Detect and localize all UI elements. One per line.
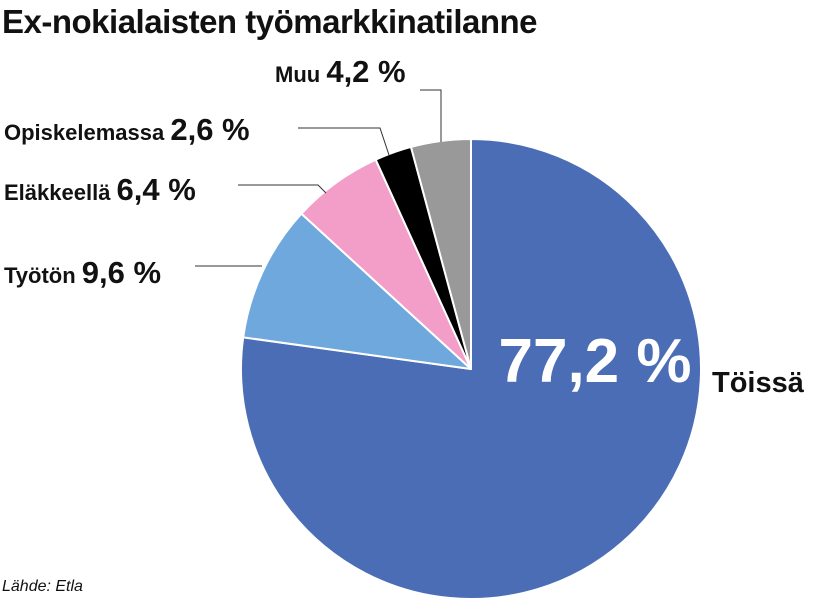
- chart-title: Ex-nokialaisten työmarkkinatilanne: [2, 3, 538, 40]
- slice-label-tyoton: Työtön 9,6 %: [4, 255, 161, 290]
- slice-value-toissa: 77,2 %: [498, 327, 691, 396]
- slice-name-toissa: Töissä: [712, 367, 805, 399]
- pie-slices: [240, 138, 702, 600]
- source-note: Lähde: Etla: [2, 578, 83, 595]
- leader-line-opiskelemassa: [298, 127, 390, 156]
- slice-value-muu: 4,2 %: [326, 54, 405, 89]
- slice-name-opiskelemassa: Opiskelemassa: [4, 120, 170, 145]
- leader-lines: [195, 89, 442, 267]
- slice-name-tyoton: Työtön: [4, 263, 82, 288]
- slice-name-muu: Muu: [275, 62, 326, 87]
- slice-value-elakkeella: 6,4 %: [117, 172, 196, 207]
- leader-line-muu: [420, 89, 442, 142]
- slice-labels: 77,2 % Töissä Työtön 9,6 % Eläkkeellä 6,4 %…: [4, 54, 805, 399]
- slice-name-elakkeella: Eläkkeellä: [4, 180, 117, 205]
- slice-label-opiskelemassa: Opiskelemassa 2,6 %: [4, 112, 250, 147]
- slice-label-muu: Muu 4,2 %: [275, 54, 406, 89]
- slice-value-opiskelemassa: 2,6 %: [170, 112, 249, 147]
- slice-value-tyoton: 9,6 %: [82, 255, 161, 290]
- slice-label-elakkeella: Eläkkeellä 6,4 %: [4, 172, 196, 207]
- pie-slice-tyoton: [242, 212, 472, 370]
- leader-line-elakkeella: [238, 184, 327, 194]
